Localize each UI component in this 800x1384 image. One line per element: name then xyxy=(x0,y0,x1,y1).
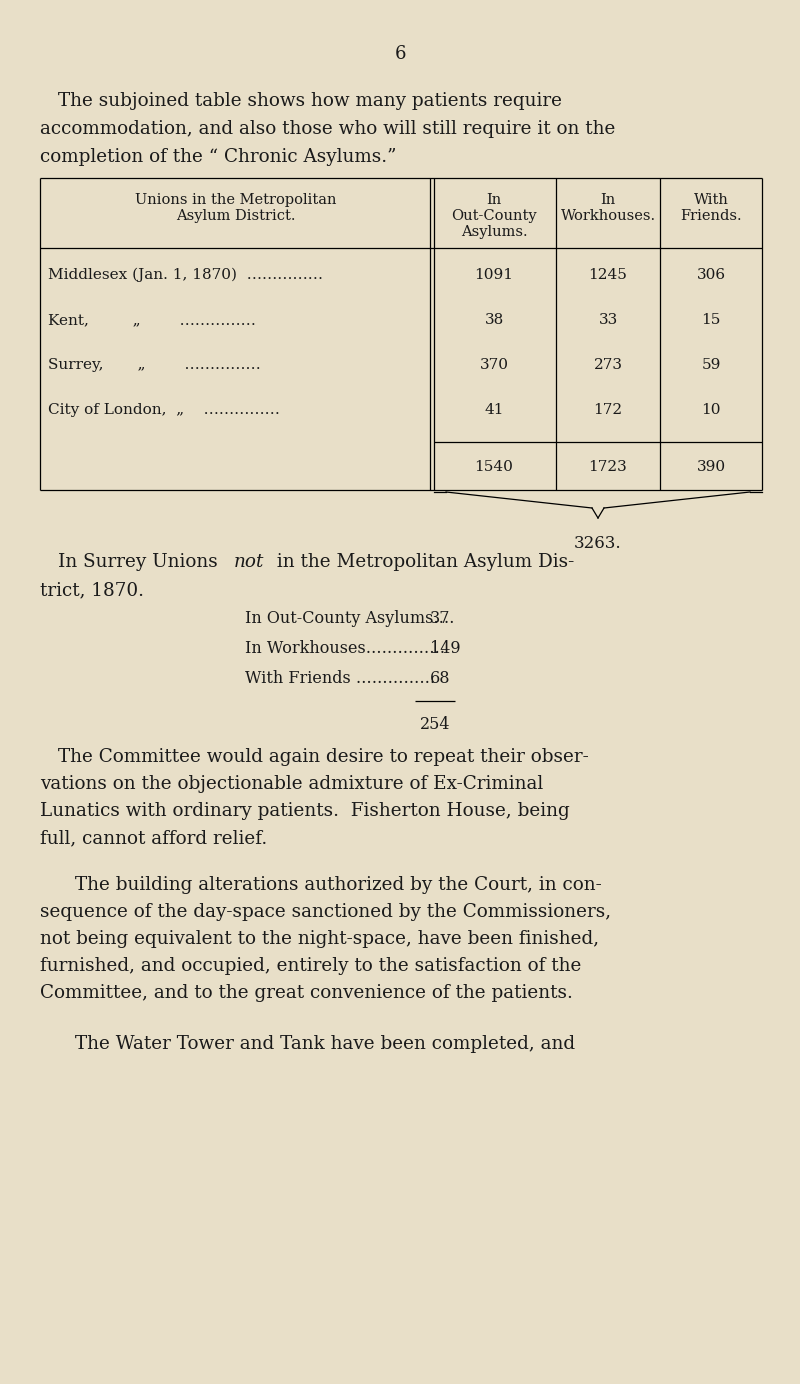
Text: The building alterations authorized by the Court, in con-: The building alterations authorized by t… xyxy=(75,876,602,894)
Text: sequence of the day-space sanctioned by the Commissioners,: sequence of the day-space sanctioned by … xyxy=(40,902,611,920)
Text: With
Friends.: With Friends. xyxy=(680,192,742,223)
Text: Unions in the Metropolitan
Asylum District.: Unions in the Metropolitan Asylum Distri… xyxy=(135,192,337,223)
Text: The Water Tower and Tank have been completed, and: The Water Tower and Tank have been compl… xyxy=(75,1035,575,1053)
Text: 59: 59 xyxy=(702,358,721,372)
Text: full, cannot afford relief.: full, cannot afford relief. xyxy=(40,829,267,847)
Text: City of London,  „    ……………: City of London, „ …………… xyxy=(48,403,280,417)
Text: 68: 68 xyxy=(430,670,450,686)
Text: In Workhouses……………: In Workhouses…………… xyxy=(245,639,450,657)
Text: 1540: 1540 xyxy=(474,459,514,473)
Text: Middlesex (Jan. 1, 1870)  ……………: Middlesex (Jan. 1, 1870) …………… xyxy=(48,268,323,282)
Text: The Committee would again desire to repeat their obser-: The Committee would again desire to repe… xyxy=(58,747,589,765)
Text: With Friends ……………: With Friends …………… xyxy=(245,670,440,686)
Text: 10: 10 xyxy=(702,403,721,417)
Text: In
Out-County
Asylums.: In Out-County Asylums. xyxy=(451,192,537,239)
Text: 33: 33 xyxy=(598,313,618,327)
Text: Lunatics with ordinary patients.  Fisherton House, being: Lunatics with ordinary patients. Fishert… xyxy=(40,801,570,819)
Text: 15: 15 xyxy=(702,313,721,327)
Text: 38: 38 xyxy=(484,313,504,327)
Text: furnished, and occupied, entirely to the satisfaction of the: furnished, and occupied, entirely to the… xyxy=(40,956,582,974)
Text: 306: 306 xyxy=(697,268,726,282)
Text: 37: 37 xyxy=(430,610,450,627)
Text: vations on the objectionable admixture of Ex-Criminal: vations on the objectionable admixture o… xyxy=(40,775,543,793)
Text: not being equivalent to the night-space, have been finished,: not being equivalent to the night-space,… xyxy=(40,930,599,948)
Text: 6: 6 xyxy=(394,46,406,64)
Text: In Out-County Asylums….: In Out-County Asylums…. xyxy=(245,610,459,627)
Text: Surrey,       „        ……………: Surrey, „ …………… xyxy=(48,358,261,372)
Text: 390: 390 xyxy=(697,459,726,473)
Text: 41: 41 xyxy=(484,403,504,417)
Text: in the Metropolitan Asylum Dis-: in the Metropolitan Asylum Dis- xyxy=(271,554,574,572)
Text: accommodation, and also those who will still require it on the: accommodation, and also those who will s… xyxy=(40,120,615,138)
Text: 1245: 1245 xyxy=(589,268,627,282)
Text: 1723: 1723 xyxy=(589,459,627,473)
Text: 1091: 1091 xyxy=(474,268,514,282)
Text: not: not xyxy=(234,554,264,572)
Text: 254: 254 xyxy=(420,716,450,734)
Text: Kent,         „        ……………: Kent, „ …………… xyxy=(48,313,256,327)
Text: The subjoined table shows how many patients require: The subjoined table shows how many patie… xyxy=(58,91,562,109)
Text: In Surrey Unions: In Surrey Unions xyxy=(58,554,224,572)
Text: 3263.: 3263. xyxy=(574,536,622,552)
Text: 273: 273 xyxy=(594,358,622,372)
Text: 149: 149 xyxy=(430,639,461,657)
Text: 172: 172 xyxy=(594,403,622,417)
Text: trict, 1870.: trict, 1870. xyxy=(40,581,144,599)
Text: Committee, and to the great convenience of the patients.: Committee, and to the great convenience … xyxy=(40,984,573,1002)
Text: completion of the “ Chronic Asylums.”: completion of the “ Chronic Asylums.” xyxy=(40,148,397,166)
Text: 370: 370 xyxy=(479,358,509,372)
Text: In
Workhouses.: In Workhouses. xyxy=(561,192,655,223)
